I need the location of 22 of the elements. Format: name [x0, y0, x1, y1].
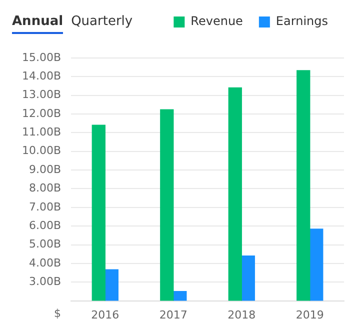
y-tick-label: 9.00B [28, 162, 62, 176]
y-tick-label: 3.00B [28, 274, 62, 288]
y-tick-label: 10.00B [22, 144, 62, 158]
y-tick-label: 13.00B [22, 88, 62, 102]
y-tick-label: 15.00B [22, 50, 62, 64]
y-tick-label: 7.00B [28, 200, 62, 214]
y-tick-label: 6.00B [28, 218, 62, 232]
y-tick-label: 12.00B [22, 106, 62, 120]
x-tick-label: 2017 [159, 308, 188, 322]
y-tick-label: 4.00B [28, 256, 62, 270]
y-tick-label: 14.00B [22, 70, 62, 83]
x-tick-label: 2016 [91, 308, 120, 322]
legend-label: Revenue [190, 14, 243, 28]
y-tick-label: 8.00B [28, 182, 62, 195]
y-axis-title: $ [54, 307, 62, 320]
x-tick-label: 2019 [296, 308, 324, 322]
text: Annual [12, 14, 64, 34]
legend-label: Earnings [276, 14, 328, 28]
y-tick-label: 5.00B [28, 238, 62, 251]
y-tick-label: 11.00B [22, 126, 62, 139]
x-tick-label: 2018 [228, 308, 256, 322]
text: Quarterly [71, 14, 133, 31]
